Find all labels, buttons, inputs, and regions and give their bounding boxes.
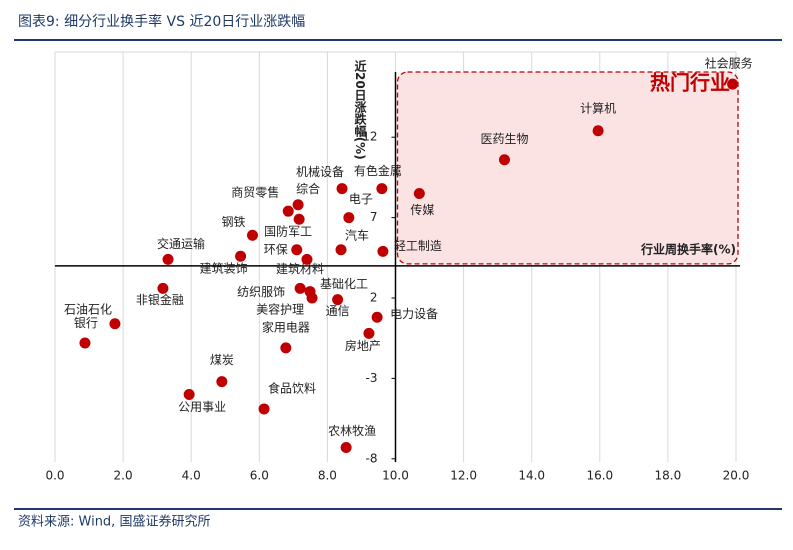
x-tick-label: 4.0 — [182, 469, 201, 483]
point-label: 公用事业 — [178, 400, 226, 414]
y-tick-label: -3 — [366, 371, 378, 385]
point — [292, 199, 304, 211]
point — [280, 342, 292, 354]
point-label: 传媒 — [410, 202, 434, 217]
point-label: 电子 — [349, 192, 373, 206]
point — [377, 245, 389, 257]
point-label: 钢铁 — [221, 215, 245, 229]
point-label: 社会服务 — [705, 56, 753, 71]
x-tick-label: 14.0 — [518, 469, 545, 483]
point — [258, 403, 270, 415]
point-label: 机械设备 — [296, 164, 344, 179]
point-label: 银行 — [74, 316, 98, 330]
point-label: 建筑装饰 — [200, 261, 248, 276]
point-label: 交通运输 — [157, 236, 205, 251]
point — [498, 154, 510, 166]
point-label: 轻工制造 — [394, 239, 442, 253]
y-tick-label: 12 — [362, 130, 377, 144]
point-label: 纺织服饰 — [237, 285, 285, 299]
point — [727, 78, 739, 90]
point — [371, 311, 383, 323]
x-tick-label: 20.0 — [723, 469, 750, 483]
point — [157, 282, 169, 294]
y-tick-label: 7 — [370, 210, 378, 224]
highlight-label: 热门行业 — [650, 71, 730, 95]
point-label: 食品饮料 — [268, 380, 316, 395]
point — [592, 125, 604, 137]
point — [306, 292, 318, 304]
point-label: 石油石化 — [64, 303, 112, 317]
point — [376, 183, 388, 195]
y-tick-label: 2 — [370, 291, 378, 305]
point — [340, 442, 352, 454]
point-label: 基础化工 — [320, 277, 368, 291]
point — [294, 282, 306, 294]
point — [162, 253, 174, 265]
point-label: 通信 — [326, 304, 350, 318]
x-tick-label: 10.0 — [382, 469, 409, 483]
point-label: 汽车 — [345, 227, 369, 242]
point-label: 医药生物 — [480, 132, 528, 146]
point-label: 电力设备 — [390, 307, 438, 321]
point-label: 环保 — [264, 242, 288, 256]
point — [363, 327, 375, 339]
point-label: 美容护理 — [256, 302, 304, 317]
point — [79, 337, 91, 349]
point — [293, 213, 305, 225]
point-label: 有色金属 — [354, 163, 402, 178]
point-label: 房地产 — [345, 338, 381, 353]
point-label: 家用电器 — [262, 319, 310, 334]
point — [282, 205, 294, 217]
x-tick-label: 16.0 — [586, 469, 613, 483]
point-label: 计算机 — [580, 100, 616, 115]
y-tick-label: -8 — [366, 451, 378, 465]
point — [301, 253, 313, 265]
point-label: 农林牧渔 — [328, 424, 376, 438]
point-label: 建筑材料 — [276, 261, 324, 276]
y-axis-title: 近20日涨跌幅(%) — [353, 59, 367, 160]
point — [183, 388, 195, 400]
x-tick-label: 12.0 — [450, 469, 477, 483]
x-tick-label: 0.0 — [45, 469, 64, 483]
point — [216, 376, 228, 388]
point — [343, 212, 355, 224]
x-tick-label: 8.0 — [318, 469, 337, 483]
source: 资料来源: Wind, 国盛证券研究所 — [18, 514, 210, 530]
point-label: 国防军工 — [264, 224, 312, 239]
chart-title: 图表9: 细分行业换手率 VS 近20日行业涨跌幅 — [18, 13, 305, 30]
highlight-box — [396, 71, 739, 265]
point-label: 综合 — [296, 181, 320, 196]
point-label: 煤炭 — [210, 353, 234, 367]
point — [332, 294, 344, 306]
x-tick-label: 2.0 — [114, 469, 133, 483]
x-tick-label: 18.0 — [655, 469, 682, 483]
point — [336, 183, 348, 195]
x-axis-title: 行业周换手率(%) — [640, 241, 736, 256]
point — [246, 229, 258, 241]
x-tick-label: 6.0 — [250, 469, 269, 483]
point — [235, 250, 247, 262]
point — [109, 318, 121, 330]
point — [291, 244, 303, 256]
point-label: 非银金融 — [136, 292, 184, 307]
point — [335, 244, 347, 256]
point-label: 商贸零售 — [231, 185, 279, 200]
point — [413, 187, 425, 199]
